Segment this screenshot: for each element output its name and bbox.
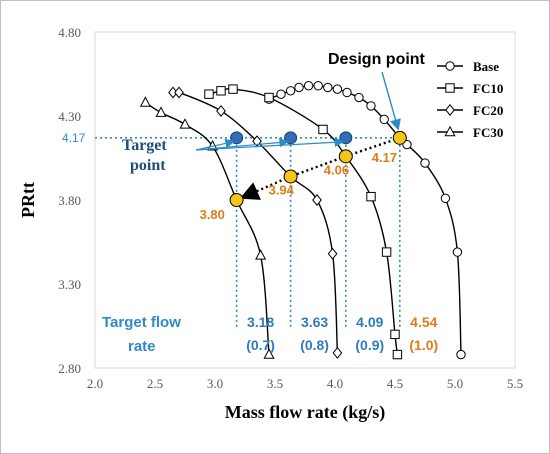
legend-marker-fc30 bbox=[444, 125, 456, 137]
y-tick-label: 3.80 bbox=[58, 193, 81, 208]
x-axis-title: Mass flow rate (kg/s) bbox=[225, 402, 385, 423]
data-point-base bbox=[440, 193, 451, 204]
x-tick-label: 2.5 bbox=[147, 376, 163, 391]
data-point-base bbox=[303, 81, 314, 91]
data-point-fc20 bbox=[327, 247, 338, 260]
operating-line-segment bbox=[239, 175, 292, 200]
legend-label-fc10: FC10 bbox=[473, 81, 503, 96]
operating-point bbox=[392, 130, 407, 145]
legend-marker-base bbox=[445, 61, 455, 71]
target-point-arrow bbox=[195, 137, 345, 151]
operating-point-value: 4.17 bbox=[372, 150, 397, 165]
legend-label-base: Base bbox=[473, 59, 499, 74]
y-tick-label: 4.80 bbox=[58, 25, 81, 40]
data-point-fc20 bbox=[216, 104, 226, 117]
y-tick-label: 3.30 bbox=[58, 277, 81, 292]
target-flow-ratio: (0.8) bbox=[300, 337, 329, 353]
data-point-fc30 bbox=[255, 249, 267, 260]
operating-point-value: 3.80 bbox=[200, 207, 225, 222]
data-point-fc10 bbox=[216, 86, 226, 96]
y-tick-label: 4.30 bbox=[58, 109, 81, 124]
target-flow-value: 4.09 bbox=[356, 314, 383, 330]
operating-point-value: 4.06 bbox=[324, 162, 349, 177]
data-point-fc10 bbox=[264, 92, 274, 103]
legend-label-fc30: FC30 bbox=[473, 125, 503, 140]
data-point-base bbox=[420, 158, 430, 168]
y-tick-label: 2.80 bbox=[58, 361, 81, 376]
operating-point-value: 3.94 bbox=[269, 182, 295, 197]
operating-point bbox=[283, 169, 298, 184]
data-point-base bbox=[313, 81, 323, 91]
data-point-fc10 bbox=[366, 191, 376, 202]
target-point-arrow bbox=[195, 138, 235, 151]
legend-label-fc20: FC20 bbox=[473, 103, 503, 118]
data-point-fc30 bbox=[155, 106, 167, 117]
x-tick-label: 3.5 bbox=[267, 376, 283, 391]
x-tick-label: 4.5 bbox=[387, 376, 403, 391]
data-point-fc10 bbox=[390, 329, 400, 340]
target-flow-value: 3.18 bbox=[247, 314, 274, 330]
target-flow-value: 4.54 bbox=[410, 314, 437, 330]
data-point-fc30 bbox=[179, 118, 191, 129]
target-point-label-line2: point bbox=[130, 157, 166, 174]
data-point-fc30 bbox=[263, 348, 275, 359]
data-point-base bbox=[294, 82, 304, 93]
data-point-base bbox=[366, 101, 376, 111]
target-flow-rate-label-line1: Target flow bbox=[102, 314, 181, 331]
data-point-base bbox=[342, 87, 352, 98]
data-point-fc10 bbox=[381, 247, 392, 257]
data-point-base bbox=[379, 114, 389, 125]
x-tick-label: 5.5 bbox=[507, 376, 523, 391]
data-point-fc10 bbox=[204, 89, 214, 99]
data-point-base bbox=[456, 349, 466, 360]
plot-area bbox=[94, 31, 516, 369]
legend-marker-fc10 bbox=[445, 83, 455, 93]
x-tick-label: 5.0 bbox=[447, 376, 463, 391]
legend-marker-fc20 bbox=[445, 104, 455, 116]
target-flow-ratio: (0.9) bbox=[355, 337, 384, 353]
data-point-fc10 bbox=[228, 84, 238, 94]
data-point-base bbox=[332, 84, 343, 94]
target-flow-ratio: (1.0) bbox=[409, 337, 438, 353]
x-tick-label: 3.0 bbox=[207, 376, 223, 391]
data-point-base bbox=[276, 89, 286, 99]
data-point-base bbox=[354, 92, 364, 103]
x-tick-label: 2.0 bbox=[87, 376, 103, 391]
operating-point bbox=[338, 149, 353, 164]
data-point-base bbox=[285, 86, 296, 96]
target-pr-label: 4.17 bbox=[62, 131, 86, 145]
data-point-base bbox=[452, 247, 463, 257]
design-point-arrow bbox=[381, 71, 401, 131]
target-flow-rate-label-line2: rate bbox=[128, 338, 156, 355]
data-point-fc20 bbox=[312, 194, 322, 206]
data-point-fc20 bbox=[332, 346, 343, 359]
y-axis-title: PRtt bbox=[18, 182, 38, 218]
operating-point bbox=[229, 193, 244, 207]
data-point-fc10 bbox=[318, 124, 328, 135]
data-point-fc30 bbox=[139, 96, 151, 107]
design-point-label: Design point bbox=[328, 51, 426, 68]
data-point-base bbox=[323, 82, 333, 93]
data-point-fc10 bbox=[392, 349, 403, 360]
target-point-label-line1: Target bbox=[122, 137, 167, 154]
data-point-fc20 bbox=[174, 86, 184, 99]
target-flow-ratio: (0.7) bbox=[246, 337, 275, 353]
target-flow-value: 3.63 bbox=[301, 314, 328, 330]
x-tick-label: 4.0 bbox=[327, 376, 343, 391]
